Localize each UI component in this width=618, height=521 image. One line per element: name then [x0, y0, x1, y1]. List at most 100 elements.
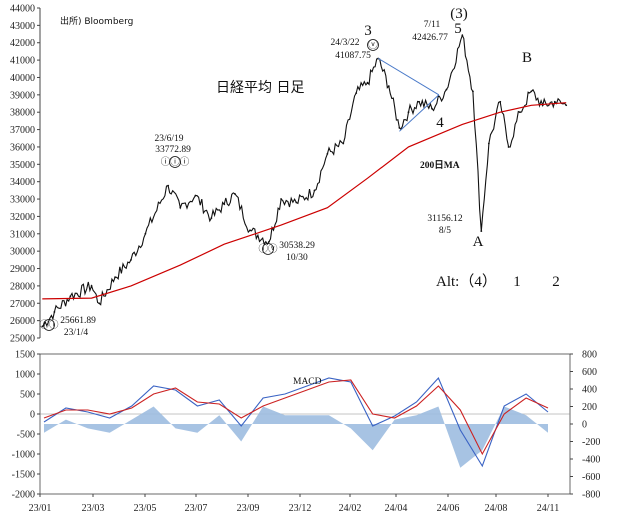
annotation-label: 8/5	[439, 226, 451, 236]
macd-left-tick-label: -500	[17, 430, 35, 441]
macd-right-tick-label: 200	[582, 402, 597, 413]
price-anchor-point	[69, 295, 72, 298]
macd-left-tick-label: 1500	[15, 350, 35, 361]
annotation-label: 23/6/19	[154, 134, 183, 144]
annotation-label: Alt:（4）	[436, 273, 497, 290]
annotation-label: B	[522, 50, 532, 66]
y-tick-label: 30000	[10, 247, 35, 258]
y-tick-label: 34000	[10, 177, 35, 188]
macd-right-tick-label: -800	[582, 490, 600, 501]
y-tick-label: 27000	[10, 299, 35, 310]
annotation-label: 10/30	[286, 253, 308, 263]
y-tick-label: 26000	[10, 316, 35, 327]
price-anchor-point	[167, 184, 170, 187]
y-tick-label: 29000	[10, 264, 35, 275]
annotation-label: 25661.89	[60, 316, 96, 326]
price-anchor-point	[387, 85, 390, 88]
price-anchor-point	[530, 90, 533, 93]
macd-right-tick-label: 400	[582, 385, 597, 396]
wave-circle-label: ⓘⓥ	[258, 244, 278, 255]
y-tick-label: 25000	[10, 334, 35, 345]
price-anchor-point	[233, 192, 236, 195]
macd-left-tick-label: -1000	[12, 450, 35, 461]
price-anchor-point	[461, 34, 464, 37]
y-tick-label: 38000	[10, 108, 35, 119]
price-anchor-point	[210, 217, 213, 220]
annotation-label: 31156.12	[427, 214, 463, 224]
price-anchor-point	[487, 142, 490, 145]
macd-left-tick-label: -1500	[12, 470, 35, 481]
macd-left-tick-label: -2000	[12, 490, 35, 501]
wave-circle-label: ⓘⓘ	[39, 320, 59, 331]
price-anchor-point	[130, 258, 132, 261]
price-anchor-point	[398, 126, 401, 129]
price-anchor-point	[342, 142, 345, 145]
annotation-label: 3	[364, 23, 372, 39]
price-anchor-point	[553, 100, 556, 103]
price-anchor-point	[480, 230, 483, 232]
y-tick-label: 43000	[10, 21, 35, 32]
price-anchor-point	[507, 146, 510, 148]
macd-title: MACD	[293, 377, 322, 387]
price-anchor-point	[179, 206, 182, 209]
y-tick-label: 40000	[10, 73, 35, 84]
macd-left-tick-label: 1000	[15, 370, 35, 381]
price-anchor-point	[249, 229, 251, 232]
triangle-upper-line	[377, 57, 440, 96]
x-tick-label: 23/03	[82, 503, 105, 514]
annotation-label: A	[473, 234, 484, 250]
ma200-label: 200日MA	[420, 160, 460, 171]
price-anchor-point	[268, 240, 270, 243]
wave-circle-label: ⓥ	[368, 40, 378, 51]
annotation-label: 2	[552, 274, 560, 290]
macd-histogram-area	[44, 406, 548, 468]
y-tick-label: 35000	[10, 160, 35, 171]
x-tick-label: 24/02	[339, 503, 362, 514]
x-tick-label: 23/09	[237, 503, 260, 514]
y-tick-label: 31000	[10, 229, 35, 240]
price-anchor-point	[41, 325, 44, 328]
y-tick-label: 42000	[10, 38, 35, 49]
x-tick-label: 23/07	[185, 503, 208, 514]
x-tick-label: 24/04	[385, 503, 408, 514]
price-series-line	[41, 33, 567, 328]
macd-right-tick-label: -400	[582, 455, 600, 466]
annotation-label: 33772.89	[155, 145, 191, 155]
annotation-label: 7/11	[424, 20, 441, 30]
x-tick-label: 23/01	[29, 503, 52, 514]
price-anchor-point	[407, 111, 410, 114]
price-anchor-point	[114, 276, 116, 279]
y-tick-label: 28000	[10, 281, 35, 292]
y-tick-label: 37000	[10, 125, 35, 136]
triangle-lower-line	[399, 94, 440, 132]
macd-right-tick-label: 800	[582, 350, 597, 361]
macd-right-tick-label: -600	[582, 472, 600, 483]
y-tick-label: 32000	[10, 212, 35, 223]
price-anchor-point	[326, 152, 329, 155]
price-anchor-point	[565, 104, 568, 107]
price-anchor-point	[295, 201, 298, 204]
price-anchor-point	[313, 189, 316, 192]
price-anchor-point	[194, 194, 197, 197]
macd-right-tick-label: 0	[582, 420, 587, 431]
chart-title: 日経平均 日足	[216, 80, 304, 96]
price-anchor-point	[472, 90, 474, 93]
price-anchor-point	[431, 107, 433, 110]
source-label: 出所) Bloomberg	[60, 15, 133, 27]
price-anchor-point	[519, 111, 521, 114]
wave-circle-marker	[367, 39, 379, 51]
price-anchor-point	[98, 302, 101, 305]
annotation-label: 1	[513, 274, 521, 290]
annotation-label: 41087.75	[335, 51, 371, 61]
y-tick-label: 33000	[10, 195, 35, 206]
price-anchor-point	[280, 198, 283, 200]
annotation-label: 23/1/4	[64, 328, 89, 338]
x-tick-label: 24/11	[537, 503, 559, 514]
price-anchor-point	[499, 100, 502, 103]
wave-circle-marker	[43, 319, 55, 331]
macd-left-tick-label: 0	[30, 410, 35, 421]
y-tick-label: 41000	[10, 56, 35, 67]
price-anchor-point	[90, 284, 93, 287]
price-anchor-point	[445, 88, 448, 91]
